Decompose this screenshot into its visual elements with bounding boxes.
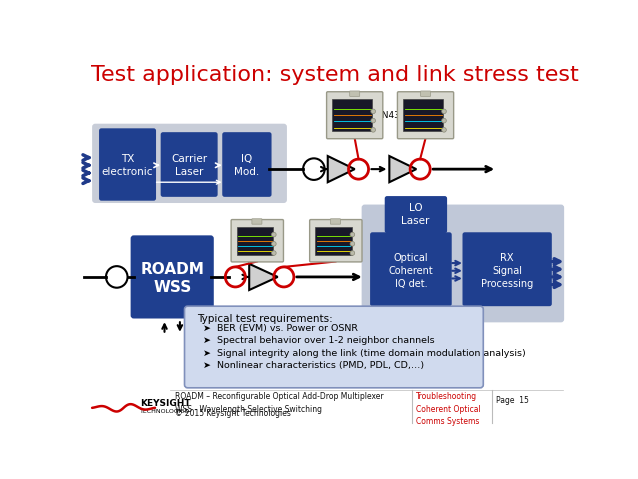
Text: RX
Signal
Processing: RX Signal Processing xyxy=(481,252,533,289)
Circle shape xyxy=(371,127,376,132)
Text: LO
Laser: LO Laser xyxy=(401,203,430,226)
Circle shape xyxy=(371,118,376,123)
Circle shape xyxy=(441,109,447,114)
Text: ➤  Spectral behavior over 1-2 neighbor channels: ➤ Spectral behavior over 1-2 neighbor ch… xyxy=(203,336,434,345)
Polygon shape xyxy=(249,264,278,290)
Text: Troubleshooting
Coherent Optical
Comms Systems: Troubleshooting Coherent Optical Comms S… xyxy=(416,392,481,426)
FancyBboxPatch shape xyxy=(370,232,452,306)
Circle shape xyxy=(272,241,276,246)
FancyBboxPatch shape xyxy=(161,132,218,197)
Text: ➤  Nonlinear characteristics (PMD, PDL, CD,…): ➤ Nonlinear characteristics (PMD, PDL, C… xyxy=(203,361,424,370)
Text: Test application: system and link stress test: Test application: system and link stress… xyxy=(91,65,578,85)
Text: Typical test requirements:: Typical test requirements: xyxy=(197,314,332,324)
FancyBboxPatch shape xyxy=(332,99,373,131)
FancyBboxPatch shape xyxy=(315,227,352,255)
FancyBboxPatch shape xyxy=(92,124,287,203)
FancyBboxPatch shape xyxy=(350,91,360,96)
FancyBboxPatch shape xyxy=(99,128,156,201)
Text: N4391A or N4392A: N4391A or N4392A xyxy=(330,112,417,120)
FancyBboxPatch shape xyxy=(309,219,362,262)
FancyBboxPatch shape xyxy=(237,227,273,255)
Text: ➤  Signal integrity along the link (time domain modulation analysis): ➤ Signal integrity along the link (time … xyxy=(203,349,526,357)
Circle shape xyxy=(350,241,355,246)
FancyBboxPatch shape xyxy=(330,219,341,224)
FancyBboxPatch shape xyxy=(362,205,564,322)
Circle shape xyxy=(350,232,355,237)
Text: ROADM – Reconfigurable Optical Add-Drop Multiplexer
WSS - Wavelength Selective S: ROADM – Reconfigurable Optical Add-Drop … xyxy=(175,392,384,414)
Text: ROADM
WSS: ROADM WSS xyxy=(140,262,204,295)
FancyBboxPatch shape xyxy=(131,235,214,319)
Circle shape xyxy=(441,127,447,132)
Text: Page  15: Page 15 xyxy=(496,396,528,405)
Text: ➤  BER (EVM) vs. Power or OSNR: ➤ BER (EVM) vs. Power or OSNR xyxy=(203,324,358,333)
Text: TX
electronic: TX electronic xyxy=(102,154,153,177)
FancyBboxPatch shape xyxy=(327,92,383,139)
FancyBboxPatch shape xyxy=(463,232,552,306)
Circle shape xyxy=(350,251,355,255)
FancyBboxPatch shape xyxy=(184,306,484,388)
Text: Optical
Coherent
IQ det.: Optical Coherent IQ det. xyxy=(389,252,433,289)
Text: © 2015 Keysight Technologies: © 2015 Keysight Technologies xyxy=(175,410,291,418)
Polygon shape xyxy=(328,156,355,182)
Circle shape xyxy=(272,251,276,255)
Polygon shape xyxy=(389,156,416,182)
FancyBboxPatch shape xyxy=(252,219,262,224)
Text: KEYSIGHT: KEYSIGHT xyxy=(140,399,191,409)
FancyBboxPatch shape xyxy=(231,219,283,262)
FancyBboxPatch shape xyxy=(397,92,454,139)
FancyBboxPatch shape xyxy=(420,91,431,96)
FancyBboxPatch shape xyxy=(222,132,272,197)
Circle shape xyxy=(441,118,447,123)
Circle shape xyxy=(371,109,376,114)
Text: TECHNOLOGIES: TECHNOLOGIES xyxy=(140,409,189,413)
Text: IQ
Mod.: IQ Mod. xyxy=(234,154,260,177)
Text: Carrier
Laser: Carrier Laser xyxy=(171,154,207,177)
FancyBboxPatch shape xyxy=(403,99,443,131)
FancyBboxPatch shape xyxy=(385,196,447,233)
Circle shape xyxy=(272,232,276,237)
